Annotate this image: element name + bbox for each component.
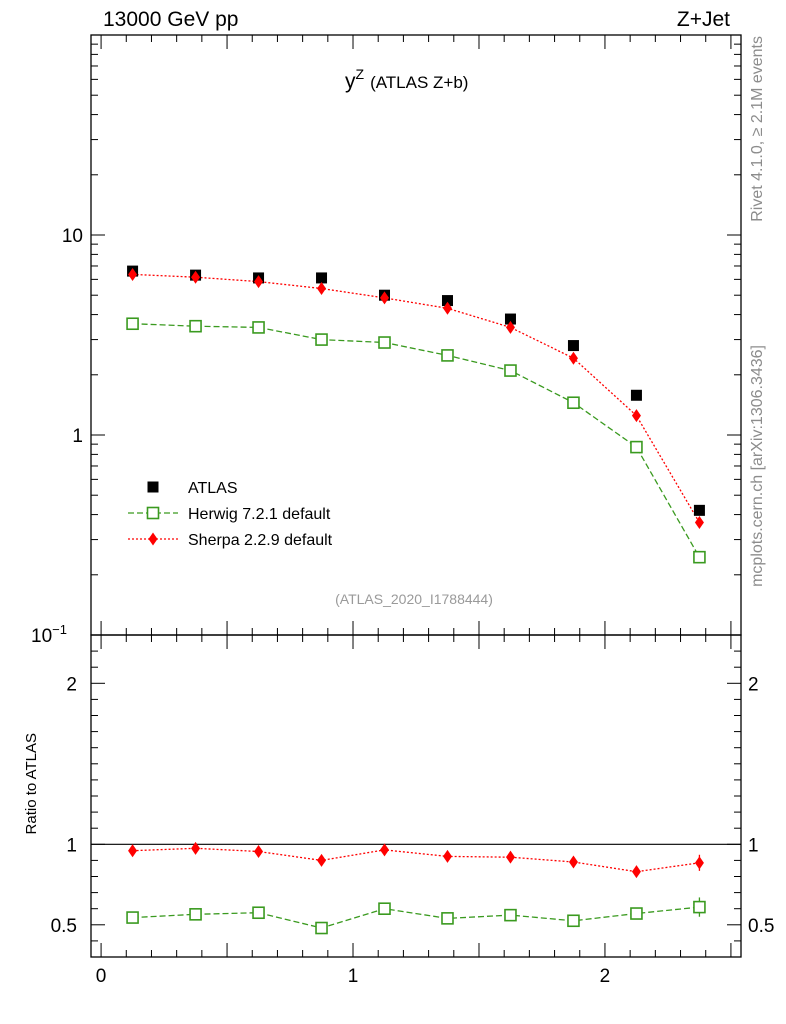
main-ytick-label: 10 bbox=[62, 226, 83, 247]
data-point-1-4 bbox=[378, 336, 391, 349]
legend-marker-0 bbox=[147, 481, 159, 493]
data-point-0-3 bbox=[316, 272, 328, 284]
ratio-point-0-6 bbox=[504, 908, 517, 922]
legend-marker-2 bbox=[148, 532, 158, 546]
series-line-2 bbox=[132, 273, 700, 523]
data-point-2-2 bbox=[254, 275, 264, 289]
xtick-label: 1 bbox=[348, 966, 359, 987]
data-point-2-6 bbox=[505, 320, 515, 334]
ratio-ytick-label-right: 0.5 bbox=[748, 916, 774, 937]
ratio-point-0-3 bbox=[315, 921, 328, 935]
data-point-2-5 bbox=[442, 301, 452, 315]
main-ytick-label-exp: −1 bbox=[52, 622, 67, 637]
ratio-ytick-label: 0.5 bbox=[51, 916, 77, 937]
ratio-point-0-9 bbox=[693, 900, 706, 914]
ratio-point-1-5 bbox=[442, 849, 452, 863]
data-point-1-6 bbox=[504, 364, 517, 377]
chart-title-rest: (ATLAS Z+b) bbox=[370, 73, 468, 92]
ratio-point-0-5 bbox=[441, 912, 454, 925]
legend: ATLAS Herwig 7.2.1 default Sherpa 2.2.9 de… bbox=[128, 480, 333, 549]
chart-title: yZ (ATLAS Z+b) bbox=[345, 66, 468, 93]
ratio-point-1-2 bbox=[254, 845, 264, 859]
legend-label-2: Sherpa 2.2.9 default bbox=[188, 532, 333, 549]
data-point-0-5 bbox=[441, 295, 453, 307]
main-ytick-label-base: 10 bbox=[31, 626, 52, 647]
ratio-point-1-0 bbox=[128, 844, 138, 858]
ratio-point-0-7 bbox=[567, 914, 580, 928]
data-point-0-6 bbox=[504, 313, 516, 325]
data-point-1-3 bbox=[315, 333, 328, 346]
ratio-ytick-label-right: 2 bbox=[748, 674, 759, 695]
ratio-point-1-3 bbox=[317, 853, 327, 867]
data-point-0-7 bbox=[567, 340, 579, 352]
ratio-point-1-4 bbox=[380, 843, 390, 857]
series-line-1 bbox=[132, 323, 700, 558]
ratio-ytick-label: 1 bbox=[66, 835, 77, 856]
mcplots-label: mcplots.cern.ch [arXiv:1306.3436] bbox=[749, 345, 766, 587]
data-point-2-1 bbox=[191, 270, 201, 284]
data-point-1-2 bbox=[252, 321, 265, 334]
analysis-id-label: (ATLAS_2020_I1788444) bbox=[335, 591, 493, 607]
legend-marker-1 bbox=[146, 506, 160, 520]
ratio-axis-ticks: 0.5 0.5 1 1 2 2 0 1 2 bbox=[51, 635, 774, 987]
chart-title-main: y bbox=[345, 70, 356, 93]
xtick-label: 2 bbox=[600, 966, 611, 987]
main-ytick-label: 10−1 bbox=[31, 622, 67, 647]
data-point-0-8 bbox=[630, 389, 642, 401]
main-series bbox=[126, 265, 706, 564]
data-point-2-9 bbox=[694, 516, 704, 530]
ratio-point-1-9 bbox=[694, 856, 704, 870]
ratio-panel: 0.5 0.5 1 1 2 2 0 1 2 Ratio to ATLAS bbox=[23, 634, 774, 987]
ratio-point-1-1 bbox=[191, 841, 201, 855]
header-left: 13000 GeV pp bbox=[103, 8, 238, 31]
ratio-frame bbox=[90, 634, 742, 958]
data-point-0-9 bbox=[693, 504, 705, 516]
ratio-point-1-7 bbox=[568, 855, 578, 869]
ratio-point-0-8 bbox=[630, 907, 643, 920]
ratio-ylabel: Ratio to ATLAS bbox=[23, 733, 40, 834]
ratio-point-0-0 bbox=[126, 911, 139, 924]
data-point-1-8 bbox=[630, 440, 643, 454]
data-point-2-0 bbox=[128, 267, 138, 281]
ratio-point-0-2 bbox=[252, 906, 265, 920]
ratio-ytick-label-right: 1 bbox=[748, 835, 759, 856]
ratio-point-1-6 bbox=[505, 850, 515, 864]
main-ytick-label: 1 bbox=[72, 426, 83, 447]
data-point-1-0 bbox=[126, 317, 139, 331]
xtick-label: 0 bbox=[96, 966, 107, 987]
data-point-2-3 bbox=[317, 282, 327, 296]
data-point-1-9 bbox=[693, 550, 706, 564]
header-right: Z+Jet bbox=[677, 8, 730, 31]
ratio-point-0-4 bbox=[378, 902, 391, 916]
ratio-series bbox=[126, 841, 706, 935]
data-point-1-5 bbox=[441, 349, 454, 362]
ratio-line-1 bbox=[132, 847, 700, 873]
data-point-2-8 bbox=[631, 409, 641, 423]
data-point-2-4 bbox=[380, 291, 390, 305]
data-point-1-7 bbox=[567, 396, 580, 410]
ratio-point-0-1 bbox=[189, 908, 202, 921]
legend-label-1: Herwig 7.2.1 default bbox=[188, 506, 331, 523]
ratio-line-0 bbox=[132, 906, 700, 929]
data-point-2-7 bbox=[568, 351, 578, 365]
data-point-1-1 bbox=[189, 319, 202, 333]
ratio-point-1-8 bbox=[631, 865, 641, 879]
ratio-ytick-label: 2 bbox=[66, 674, 77, 695]
rivet-version-label: Rivet 4.1.0, ≥ 2.1M events bbox=[749, 36, 766, 222]
chart-title-sup: Z bbox=[356, 66, 365, 82]
legend-label-0: ATLAS bbox=[188, 480, 238, 497]
